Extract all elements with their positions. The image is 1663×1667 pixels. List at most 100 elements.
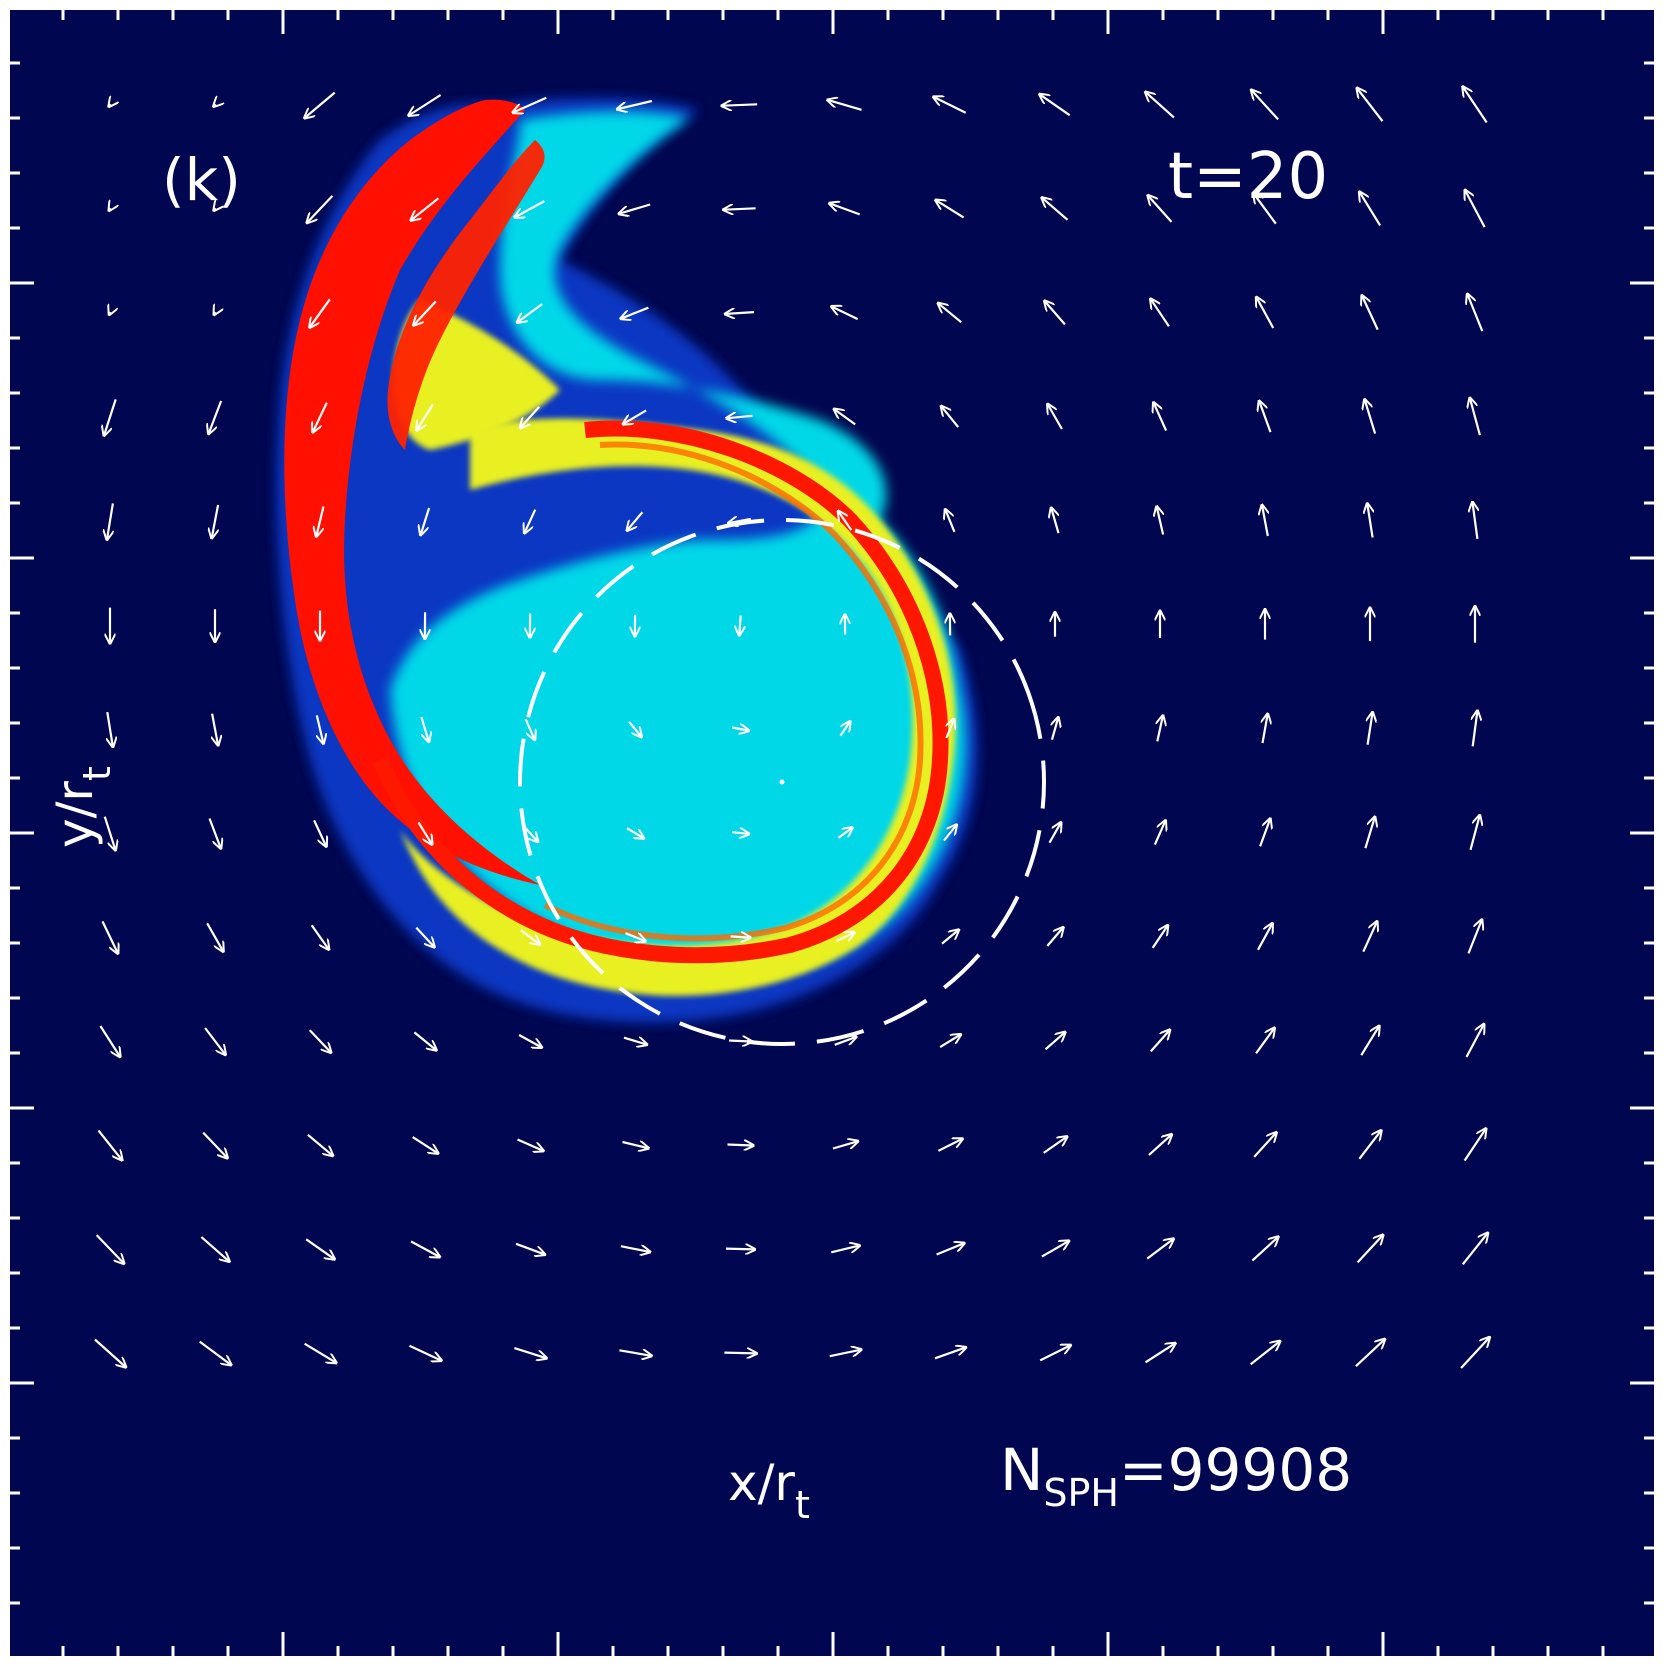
velocity-arrow-icon [107,503,114,538]
velocity-arrow-icon [99,1025,119,1056]
velocity-arrow-icon [626,827,643,838]
velocity-arrow-icon [1157,508,1163,535]
velocity-arrow-icon [1039,1346,1070,1362]
velocity-arrow-icon [1254,194,1277,225]
velocity-arrow-icon [1259,820,1270,847]
velocity-arrow-icon [726,312,755,314]
velocity-arrow-icon [110,312,111,314]
velocity-arrow-icon [110,208,111,210]
velocity-arrow-icon [624,409,647,423]
center-dot [779,779,785,785]
velocity-arrow-icon [729,1041,751,1042]
velocity-arrow-icon [1154,403,1168,432]
velocity-arrow-icon [831,1246,858,1254]
velocity-arrow-icon [1460,1338,1489,1369]
velocity-arrow-icon [1263,715,1268,744]
particle-count-subscript: SPH [1043,1471,1119,1515]
velocity-arrow-icon [313,402,328,432]
velocity-arrow-icon [728,416,753,418]
velocity-arrow-icon [618,99,653,109]
velocity-arrow-icon [620,203,651,214]
velocity-arrow-icon [934,1348,965,1360]
velocity-arrow-icon [1041,1241,1068,1258]
particle-count-value: =99908 [1119,1436,1352,1504]
velocity-arrow-icon [1262,506,1268,537]
velocity-arrow-icon [1052,509,1060,534]
velocity-arrow-icon [839,512,853,531]
velocity-arrow-icon [1355,1340,1384,1368]
velocity-arrow-icon [1257,298,1275,329]
velocity-arrow-icon [829,100,862,111]
velocity-arrow-icon [1362,296,1379,331]
velocity-arrow-icon [829,1350,861,1358]
velocity-arrow-icon [310,924,329,948]
velocity-arrow-icon [215,312,216,314]
velocity-arrow-icon [199,1340,231,1365]
velocity-arrow-icon [420,716,428,741]
velocity-arrow-icon [206,922,223,950]
velocity-arrow-icon [943,826,956,842]
velocity-arrow-icon [518,1034,541,1047]
velocity-arrow-icon [1253,1133,1276,1158]
velocity-arrow-icon [1048,823,1061,844]
velocity-arrow-icon [1461,1234,1487,1265]
velocity-arrow-icon [934,97,967,114]
velocity-arrow-icon [1367,505,1372,538]
x-axis-label-subscript: t [795,1483,810,1527]
velocity-arrow-icon [409,1344,441,1360]
velocity-arrow-icon [410,1240,439,1257]
velocity-arrow-icon [625,932,645,941]
particle-count-label: NSPH=99908 [1000,1436,1352,1515]
velocity-arrow-icon [1250,1342,1280,1366]
velocity-arrow-icon [1144,1344,1175,1364]
velocity-arrow-icon [308,1029,331,1052]
velocity-arrow-icon [1360,1027,1378,1056]
velocity-arrow-icon [521,406,541,427]
velocity-arrow-icon [417,821,432,843]
velocity-arrow-icon [1149,1031,1169,1053]
density-red-outer-arm [284,99,540,886]
velocity-arrow-icon [307,1133,332,1155]
velocity-arrow-icon [832,307,859,321]
velocity-arrow-icon [315,715,323,742]
velocity-arrow-icon [623,1038,646,1045]
velocity-arrow-icon [1252,91,1279,121]
velocity-arrow-icon [1043,198,1069,221]
velocity-arrow-icon [1157,717,1162,742]
velocity-arrow-icon [417,404,434,430]
velocity-arrow-icon [107,711,112,746]
y-axis-label-main: y/r [46,781,104,848]
velocity-arrow-icon [619,1350,650,1355]
velocity-arrow-icon [517,1138,543,1151]
velocity-arrow-icon [313,819,326,845]
velocity-arrow-icon [1463,1129,1486,1162]
velocity-arrow-icon [212,504,220,537]
velocity-arrow-icon [839,722,849,737]
velocity-arrow-icon [305,91,336,118]
velocity-arrow-icon [414,300,437,324]
velocity-arrow-icon [412,197,440,219]
velocity-field [94,88,1489,1369]
velocity-arrow-icon [1356,1236,1383,1264]
velocity-arrow-icon [835,410,856,426]
time-label: t=20 [1168,140,1328,214]
velocity-arrow-icon [1469,816,1480,851]
velocity-arrow-icon [521,824,538,841]
velocity-arrow-icon [946,510,956,533]
velocity-arrow-icon [514,1347,545,1358]
velocity-arrow-icon [518,303,543,322]
velocity-arrow-icon [729,519,752,523]
velocity-arrow-icon [104,399,117,434]
velocity-arrow-icon [830,204,861,216]
velocity-arrow-icon [409,94,442,115]
velocity-arrow-icon [739,615,740,635]
velocity-arrow-icon [308,195,334,222]
velocity-arrow-icon [724,208,756,209]
velocity-arrow-icon [520,929,539,944]
velocity-arrow-icon [202,1131,227,1158]
velocity-arrow-icon [1365,400,1377,434]
velocity-arrow-icon [514,96,547,112]
velocity-arrow-icon [731,728,748,731]
particle-count-prefix: N [1000,1436,1043,1504]
